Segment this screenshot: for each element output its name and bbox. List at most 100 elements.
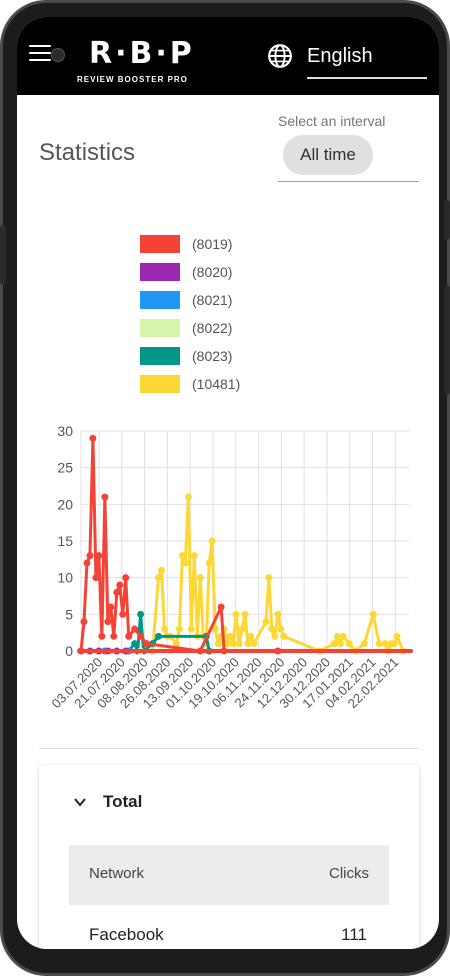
data-point bbox=[217, 603, 225, 611]
data-point bbox=[190, 552, 198, 560]
legend-label: (8022) bbox=[192, 320, 233, 336]
data-point bbox=[116, 581, 124, 589]
y-tick-label: 5 bbox=[65, 606, 73, 622]
data-point bbox=[110, 632, 118, 640]
data-point bbox=[360, 640, 368, 648]
data-point bbox=[122, 574, 130, 582]
chevron-down-icon[interactable] bbox=[73, 795, 87, 809]
data-point bbox=[131, 640, 139, 648]
data-point bbox=[336, 640, 344, 648]
legend-item[interactable]: (8019) bbox=[140, 235, 300, 255]
series-line bbox=[79, 436, 278, 653]
page-title: Statistics bbox=[39, 139, 136, 166]
data-point bbox=[235, 640, 243, 648]
data-point bbox=[277, 625, 285, 633]
data-point bbox=[211, 625, 219, 633]
data-point bbox=[232, 610, 240, 618]
legend-item[interactable]: (10481) bbox=[140, 375, 300, 395]
section-divider bbox=[39, 748, 419, 749]
network-cell: Facebook bbox=[89, 925, 164, 944]
front-camera bbox=[51, 48, 65, 62]
menu-icon[interactable] bbox=[29, 45, 51, 61]
data-point bbox=[155, 574, 163, 582]
interval-underline bbox=[278, 181, 419, 182]
data-point bbox=[238, 625, 246, 633]
legend-item[interactable]: (8021) bbox=[140, 291, 300, 311]
legend-label: (8021) bbox=[192, 292, 233, 308]
y-tick-label: 25 bbox=[57, 460, 73, 476]
legend-swatch bbox=[140, 235, 180, 253]
volume-button bbox=[0, 225, 6, 285]
y-tick-label: 15 bbox=[57, 533, 73, 549]
data-point bbox=[229, 640, 237, 648]
data-point bbox=[208, 537, 216, 545]
data-point bbox=[125, 632, 133, 640]
logo: R·B·P bbox=[89, 36, 195, 71]
table-header: Network Clicks bbox=[69, 845, 389, 905]
data-point bbox=[158, 566, 166, 574]
data-point bbox=[83, 559, 91, 567]
language-selector[interactable]: English bbox=[307, 45, 373, 67]
data-point bbox=[143, 640, 151, 648]
data-point bbox=[250, 640, 258, 648]
legend-item[interactable]: (8020) bbox=[140, 263, 300, 283]
data-point bbox=[80, 618, 88, 626]
data-point bbox=[241, 610, 249, 618]
legend-label: (10481) bbox=[192, 376, 241, 392]
data-point bbox=[86, 552, 94, 560]
data-point bbox=[262, 618, 270, 626]
data-point bbox=[184, 493, 192, 501]
interval-select[interactable]: All time bbox=[283, 135, 373, 175]
data-point bbox=[345, 640, 353, 648]
column-clicks: Clicks bbox=[329, 865, 369, 882]
y-tick-label: 0 bbox=[65, 643, 73, 659]
legend-label: (8020) bbox=[192, 264, 233, 280]
data-point bbox=[155, 632, 163, 640]
side-button bbox=[444, 285, 450, 395]
data-point bbox=[265, 574, 273, 582]
data-point bbox=[274, 610, 282, 618]
globe-icon[interactable] bbox=[267, 43, 293, 69]
data-point bbox=[381, 640, 389, 648]
data-point bbox=[175, 625, 183, 633]
legend-swatch bbox=[140, 263, 180, 281]
total-title: Total bbox=[103, 792, 143, 811]
legend-swatch bbox=[140, 375, 180, 393]
data-point bbox=[104, 618, 112, 626]
data-point bbox=[172, 640, 180, 648]
data-point bbox=[393, 632, 401, 640]
legend-label: (8019) bbox=[192, 236, 233, 252]
data-point bbox=[226, 632, 234, 640]
data-point bbox=[181, 559, 189, 567]
data-point bbox=[187, 625, 195, 633]
data-point bbox=[244, 640, 252, 648]
data-point bbox=[178, 552, 186, 560]
data-point bbox=[137, 632, 145, 640]
data-point bbox=[95, 552, 103, 560]
data-point bbox=[92, 574, 100, 582]
data-point bbox=[131, 625, 139, 633]
logo-subtitle: REVIEW BOOSTER PRO bbox=[77, 75, 188, 84]
data-point bbox=[390, 640, 398, 648]
data-point bbox=[137, 610, 145, 618]
data-point bbox=[113, 588, 121, 596]
legend-swatch bbox=[140, 291, 180, 309]
data-point bbox=[247, 632, 255, 640]
legend-item[interactable]: (8023) bbox=[140, 347, 300, 367]
data-point bbox=[280, 632, 288, 640]
app-header: R·B·P REVIEW BOOSTER PRO English bbox=[17, 17, 439, 95]
interval-label: Select an interval bbox=[278, 113, 386, 129]
data-point bbox=[330, 640, 338, 648]
y-tick-label: 30 bbox=[57, 423, 73, 439]
legend-item[interactable]: (8022) bbox=[140, 319, 300, 339]
power-button bbox=[444, 200, 450, 240]
data-point bbox=[89, 434, 97, 442]
clicks-cell: 111 bbox=[341, 925, 367, 944]
statistics-chart: 05101520253003.07.202021.07.202008.08.20… bbox=[48, 423, 413, 711]
legend-label: (8023) bbox=[192, 348, 233, 364]
data-point bbox=[205, 559, 213, 567]
data-point bbox=[333, 632, 341, 640]
data-point bbox=[268, 625, 276, 633]
legend-swatch bbox=[140, 347, 180, 365]
